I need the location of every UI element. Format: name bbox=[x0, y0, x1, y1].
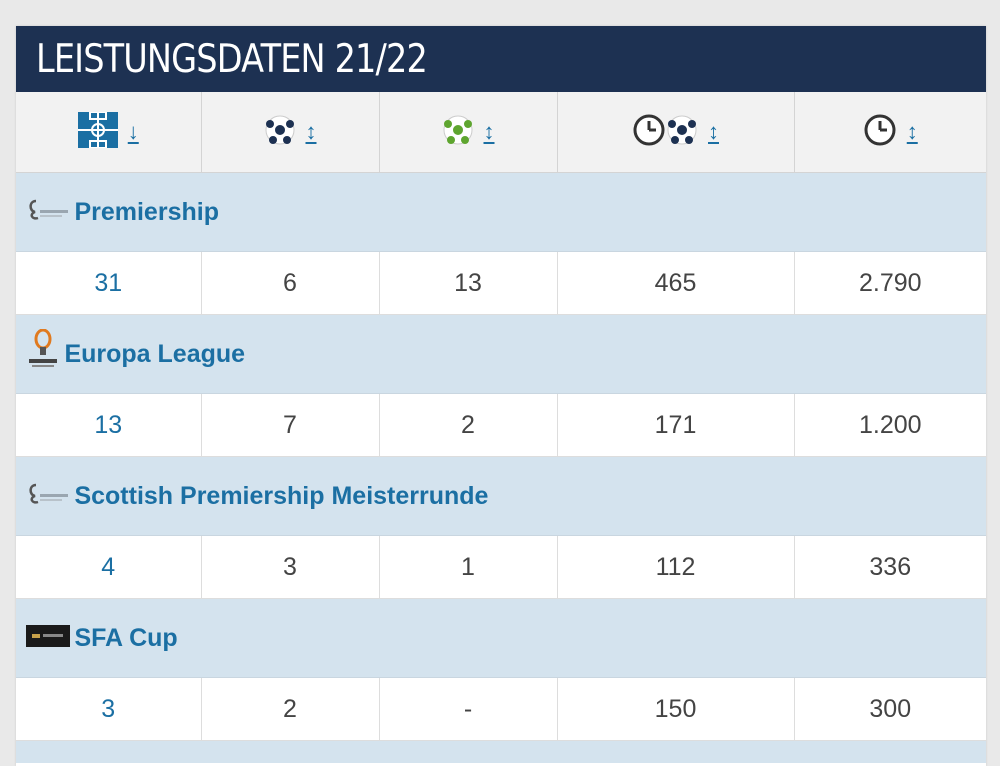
minutes-per-goal-icon bbox=[632, 113, 698, 152]
sfa-cup-logo-icon bbox=[26, 624, 70, 652]
sort-toggle-icon[interactable]: ↕ bbox=[708, 119, 719, 144]
minutes-per-goal-value: 465 bbox=[557, 251, 795, 315]
sort-toggle-icon[interactable]: ↕ bbox=[305, 119, 317, 144]
panel-header: LEISTUNGSDATEN 21/22 bbox=[16, 26, 986, 92]
competition-row-sfa-cup: SFA Cup bbox=[16, 598, 986, 678]
appearances-value[interactable]: 13 bbox=[16, 393, 202, 457]
competition-link[interactable]: Premiership bbox=[74, 197, 219, 226]
table-row: 4 3 1 112 336 bbox=[16, 535, 986, 599]
europa-league-logo-icon bbox=[26, 328, 60, 380]
minutes-per-goal-value: 171 bbox=[557, 393, 795, 457]
table-header-row: ↓ bbox=[16, 92, 986, 173]
minutes-per-goal-value: 150 bbox=[557, 677, 795, 741]
goals-value: 3 bbox=[201, 535, 380, 599]
table-row: 13 7 2 171 1.200 bbox=[16, 393, 986, 457]
minutes-played-icon bbox=[863, 113, 897, 152]
assists-value: 13 bbox=[379, 251, 558, 315]
column-header-goals[interactable]: ↕ bbox=[201, 92, 380, 173]
goals-ball-icon bbox=[264, 114, 296, 151]
appearances-value[interactable]: 31 bbox=[16, 251, 202, 315]
premiership-logo-icon bbox=[26, 197, 70, 228]
competition-link[interactable]: SFA Cup bbox=[74, 623, 178, 652]
goals-value: 7 bbox=[201, 393, 380, 457]
assists-ball-icon bbox=[442, 114, 474, 151]
minutes-played-value: 336 bbox=[794, 535, 986, 599]
next-competition-row-partial bbox=[16, 740, 986, 763]
appearances-value[interactable]: 3 bbox=[16, 677, 202, 741]
minutes-played-value: 1.200 bbox=[794, 393, 986, 457]
appearances-value[interactable]: 4 bbox=[16, 535, 202, 599]
competition-link[interactable]: Europa League bbox=[64, 339, 246, 368]
competition-row-premiership: Premiership bbox=[16, 172, 986, 252]
assists-value: 2 bbox=[379, 393, 558, 457]
competition-row-meisterrunde: Scottish Premiership Meisterrunde bbox=[16, 456, 986, 536]
assists-value: - bbox=[379, 677, 558, 741]
minutes-per-goal-value: 112 bbox=[557, 535, 795, 599]
panel-title: LEISTUNGSDATEN 21/22 bbox=[36, 36, 428, 82]
assists-value: 1 bbox=[379, 535, 558, 599]
goals-value: 6 bbox=[201, 251, 380, 315]
goals-value: 2 bbox=[201, 677, 380, 741]
sort-toggle-icon[interactable]: ↕ bbox=[483, 119, 495, 144]
table-row: 31 6 13 465 2.790 bbox=[16, 251, 986, 315]
table-row: 3 2 - 150 300 bbox=[16, 677, 986, 741]
column-header-appearances[interactable]: ↓ bbox=[16, 92, 202, 173]
minutes-played-value: 300 bbox=[794, 677, 986, 741]
pitch-appearances-icon bbox=[77, 110, 118, 153]
performance-panel: LEISTUNGSDATEN 21/22 bbox=[16, 26, 986, 766]
sort-toggle-icon[interactable]: ↕ bbox=[906, 119, 918, 144]
competition-link[interactable]: Scottish Premiership Meisterrunde bbox=[74, 481, 489, 510]
premiership-logo-icon bbox=[26, 481, 70, 512]
column-header-minutes-per-goal[interactable]: ↕ bbox=[557, 92, 795, 173]
competition-row-europa-league: Europa League bbox=[16, 314, 986, 394]
column-header-minutes-played[interactable]: ↕ bbox=[794, 92, 986, 173]
sort-desc-icon[interactable]: ↓ bbox=[127, 119, 139, 144]
column-header-assists[interactable]: ↕ bbox=[379, 92, 558, 173]
performance-table: ↓ bbox=[16, 92, 986, 763]
minutes-played-value: 2.790 bbox=[794, 251, 986, 315]
